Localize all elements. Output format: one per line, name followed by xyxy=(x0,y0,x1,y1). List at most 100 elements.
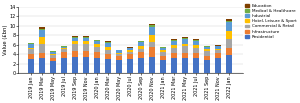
Legend: Education, Medical & Healthcare, Industrial, Hotel, Leisure & Sport, Commercial : Education, Medical & Healthcare, Industr… xyxy=(245,3,297,39)
Bar xyxy=(194,40,200,45)
Bar xyxy=(61,47,68,48)
Bar xyxy=(226,39,232,48)
Bar xyxy=(226,20,232,22)
Bar xyxy=(50,52,56,54)
Bar xyxy=(215,53,221,58)
Bar xyxy=(50,61,56,73)
Bar xyxy=(149,42,155,47)
Bar xyxy=(138,58,144,73)
Bar xyxy=(28,54,34,59)
Bar xyxy=(215,50,221,53)
Bar xyxy=(116,56,122,60)
Bar xyxy=(128,59,134,73)
Bar xyxy=(194,45,200,48)
Bar xyxy=(105,59,111,73)
Bar xyxy=(39,27,45,29)
Bar xyxy=(160,52,166,56)
Bar xyxy=(39,53,45,58)
Bar xyxy=(149,35,155,42)
Bar xyxy=(149,25,155,27)
Bar xyxy=(171,39,177,40)
Bar xyxy=(83,51,89,57)
Bar xyxy=(61,49,68,52)
Bar xyxy=(28,59,34,73)
Bar xyxy=(182,58,188,73)
Bar xyxy=(105,47,111,50)
Bar xyxy=(226,32,232,39)
Bar xyxy=(149,57,155,73)
Bar xyxy=(128,50,134,52)
Bar xyxy=(194,58,200,73)
Bar xyxy=(204,47,210,49)
Bar xyxy=(138,40,144,42)
Bar xyxy=(171,58,177,73)
Bar xyxy=(39,44,45,53)
Bar xyxy=(61,46,68,47)
Bar xyxy=(171,48,177,53)
Bar xyxy=(171,53,177,58)
Bar xyxy=(116,50,122,53)
Bar xyxy=(171,45,177,48)
Bar xyxy=(194,53,200,58)
Bar xyxy=(83,57,89,73)
Bar xyxy=(83,44,89,51)
Bar xyxy=(83,42,89,44)
Bar xyxy=(160,47,166,48)
Bar xyxy=(72,51,78,57)
Bar xyxy=(215,46,221,49)
Bar xyxy=(138,46,144,49)
Bar xyxy=(204,49,210,51)
Bar xyxy=(72,36,78,37)
Bar xyxy=(50,51,56,52)
Bar xyxy=(28,43,34,44)
Bar xyxy=(28,48,34,49)
Bar xyxy=(138,42,144,46)
Bar xyxy=(215,58,221,73)
Bar xyxy=(50,58,56,61)
Bar xyxy=(226,48,232,55)
Bar xyxy=(171,40,177,45)
Bar xyxy=(61,58,68,73)
Bar xyxy=(149,24,155,25)
Bar xyxy=(160,48,166,50)
Bar xyxy=(149,27,155,35)
Bar xyxy=(182,46,188,53)
Bar xyxy=(83,38,89,42)
Bar xyxy=(182,53,188,58)
Bar xyxy=(204,46,210,47)
Bar xyxy=(128,54,134,59)
Bar xyxy=(128,52,134,54)
Bar xyxy=(72,42,78,44)
Bar xyxy=(182,39,188,44)
Bar xyxy=(28,49,34,54)
Bar xyxy=(72,38,78,42)
Bar xyxy=(28,44,34,48)
Bar xyxy=(105,50,111,54)
Bar xyxy=(72,44,78,51)
Bar xyxy=(72,57,78,73)
Bar xyxy=(204,60,210,73)
Bar xyxy=(226,22,232,32)
Bar xyxy=(105,43,111,47)
Bar xyxy=(83,36,89,37)
Bar xyxy=(50,54,56,55)
Bar xyxy=(116,54,122,56)
Bar xyxy=(138,49,144,52)
Bar xyxy=(61,48,68,49)
Bar xyxy=(182,37,188,38)
Bar xyxy=(39,29,45,30)
Bar xyxy=(226,19,232,20)
Bar xyxy=(94,58,100,73)
Bar xyxy=(128,47,134,48)
Bar xyxy=(94,52,100,58)
Bar xyxy=(61,52,68,58)
Bar xyxy=(116,60,122,73)
Bar xyxy=(50,55,56,58)
Bar xyxy=(182,38,188,39)
Bar xyxy=(160,50,166,52)
Y-axis label: Value (£bn): Value (£bn) xyxy=(3,25,8,55)
Bar xyxy=(94,47,100,52)
Bar xyxy=(72,37,78,38)
Bar xyxy=(194,39,200,40)
Bar xyxy=(39,37,45,44)
